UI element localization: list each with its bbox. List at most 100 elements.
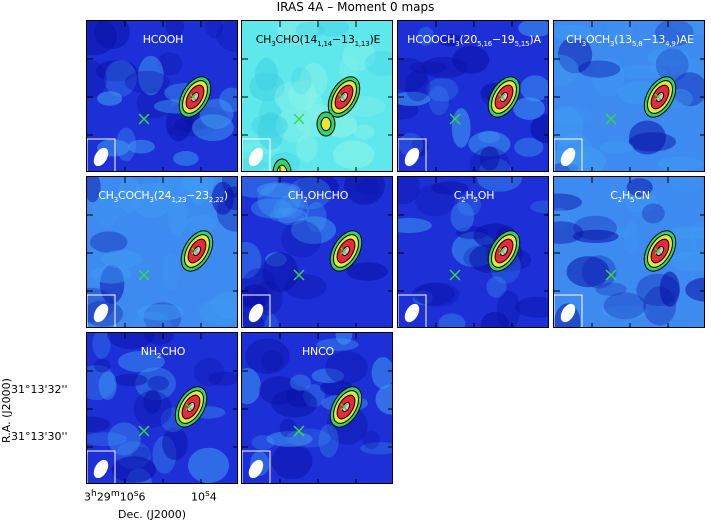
source-marker xyxy=(605,269,617,281)
noise-blob xyxy=(558,36,593,74)
noise-blob xyxy=(256,182,301,198)
noise-blob xyxy=(412,290,433,306)
noise-blob xyxy=(375,384,392,415)
noise-blob xyxy=(192,114,234,142)
noise-blob xyxy=(222,177,237,198)
beam-ellipse xyxy=(93,303,109,323)
noise-blob xyxy=(578,60,621,78)
map-image xyxy=(87,21,237,171)
noise-blob xyxy=(364,50,392,77)
beam-box xyxy=(242,294,271,327)
xtick-label: 10s4 xyxy=(191,488,217,504)
panel-label: CH3CHO(141,14−131,13)E xyxy=(255,33,381,49)
noise-blob xyxy=(412,282,455,306)
noise-blob xyxy=(136,88,172,119)
noise-blob xyxy=(316,21,350,37)
noise-blob xyxy=(271,443,313,480)
noise-blob xyxy=(117,350,165,373)
beam-ellipse xyxy=(248,303,264,323)
beam-ellipse xyxy=(560,147,576,167)
noise-blob xyxy=(405,70,430,102)
noise-blob xyxy=(628,120,666,155)
source-marker xyxy=(189,93,197,101)
noise-blob xyxy=(450,201,475,232)
noise-blob xyxy=(97,91,123,106)
panel-label: CH2OHCHO xyxy=(287,189,349,205)
noise-blob xyxy=(262,252,299,293)
source-marker xyxy=(338,93,346,101)
noise-blob xyxy=(595,282,627,296)
noise-blob xyxy=(261,350,284,371)
source-marker xyxy=(449,113,461,125)
noise-blob xyxy=(626,178,653,197)
noise-blob xyxy=(107,333,155,350)
source-marker xyxy=(449,269,461,281)
noise-blob xyxy=(216,21,237,53)
source-marker xyxy=(138,269,150,281)
axis-ticks xyxy=(242,21,392,171)
noise-blob xyxy=(325,351,368,385)
noise-blob xyxy=(87,60,107,99)
noise-blob xyxy=(165,21,185,37)
noise-blob xyxy=(426,77,459,102)
noise-blob xyxy=(98,371,117,400)
source-marker xyxy=(293,113,305,125)
noise-blob xyxy=(477,177,522,192)
map-panel: CH3COCH3(241,23−232,22) xyxy=(86,176,238,328)
noise-blob xyxy=(669,177,703,194)
source-emission xyxy=(487,230,521,272)
noise-blob xyxy=(245,338,290,374)
noise-blob xyxy=(111,456,157,483)
noise-blob xyxy=(360,442,392,455)
noise-blob xyxy=(371,357,392,389)
panel-label: HNCO xyxy=(301,345,335,358)
panel-label: HCOOH xyxy=(142,33,184,46)
noise-blob xyxy=(438,313,466,327)
noise-blob xyxy=(288,177,332,210)
noise-blob xyxy=(457,193,482,217)
noise-blob xyxy=(242,241,262,279)
noise-blob xyxy=(93,359,111,373)
noise-blob xyxy=(469,146,511,171)
source-marker xyxy=(498,247,506,255)
noise-blob xyxy=(188,177,209,206)
source-marker xyxy=(293,425,305,437)
noise-blob xyxy=(636,273,680,307)
noise-blob xyxy=(566,146,607,171)
noise-blob xyxy=(127,139,155,154)
noise-blob xyxy=(353,124,375,140)
map-panel: CH3CHO(141,14−131,13)E xyxy=(241,20,393,172)
axis-ticks xyxy=(398,177,548,327)
beam-box xyxy=(398,294,427,327)
noise-blob xyxy=(289,374,311,391)
noise-blob xyxy=(168,196,187,237)
noise-blob xyxy=(90,265,132,284)
axis-ticks xyxy=(398,21,548,171)
noise-blob xyxy=(654,21,694,47)
map-panel: HNCO xyxy=(241,332,393,484)
noise-blob xyxy=(281,220,322,258)
map-image xyxy=(554,21,704,171)
noise-blob xyxy=(242,177,278,198)
noise-blob xyxy=(566,256,610,288)
map-panel: CH3OCH3(135,8−134,9)AE xyxy=(553,20,705,172)
noise-blob xyxy=(92,189,121,227)
source-marker xyxy=(138,113,150,125)
noise-blob xyxy=(572,229,619,243)
source-marker xyxy=(605,113,617,125)
noise-blob xyxy=(685,277,704,302)
noise-blob xyxy=(417,26,435,46)
source-marker xyxy=(185,403,193,411)
noise-blob xyxy=(157,52,183,76)
map-image xyxy=(242,21,392,171)
noise-blob xyxy=(306,201,327,233)
noise-blob xyxy=(619,65,667,79)
noise-blob xyxy=(431,181,469,195)
beam-box xyxy=(242,138,271,171)
axis-ticks xyxy=(242,177,392,327)
noise-blob xyxy=(99,264,125,304)
noise-blob xyxy=(94,21,130,49)
source-marker xyxy=(340,403,348,411)
noise-blob xyxy=(277,21,320,45)
map-panel: HCOOH xyxy=(86,20,238,172)
